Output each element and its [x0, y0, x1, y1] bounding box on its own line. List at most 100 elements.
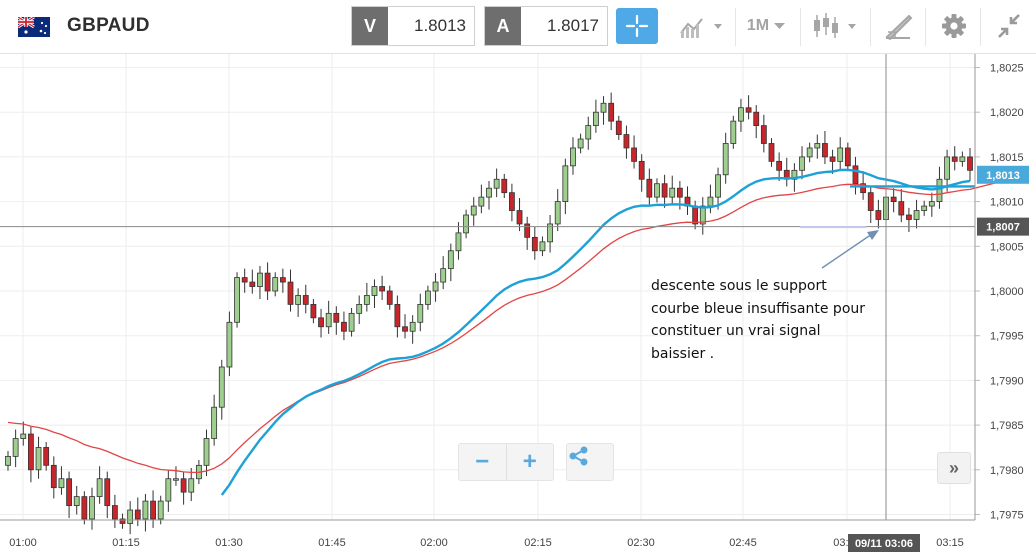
x-tick-label: 02:15 — [524, 537, 552, 549]
bull-candle — [417, 304, 424, 323]
bear-candle — [898, 201, 905, 216]
bear-candle — [81, 496, 88, 520]
collapse-icon — [998, 14, 1020, 38]
bear-candle — [890, 196, 897, 203]
bull-candle — [799, 156, 805, 171]
bear-candle — [615, 120, 622, 135]
bear-candle — [844, 147, 851, 167]
bear-candle — [333, 312, 340, 323]
bull-candle — [654, 183, 660, 198]
red-moving-average — [7, 175, 1025, 474]
bull-candle — [730, 120, 737, 144]
buy-tag[interactable]: A — [485, 7, 521, 45]
buy-quote[interactable]: A 1.8017 — [484, 6, 608, 46]
uk-australia-flag-icon — [18, 17, 50, 37]
bear-candle — [661, 183, 668, 198]
toolbar-separator — [925, 8, 926, 46]
bear-candle — [768, 143, 775, 162]
bear-candle — [386, 290, 393, 305]
bear-candle — [829, 156, 836, 162]
bear-candle — [776, 160, 783, 171]
crosshair-button[interactable] — [616, 8, 658, 44]
bull-candle — [363, 295, 370, 305]
bull-candle — [142, 500, 149, 520]
collapse-button[interactable] — [988, 8, 1030, 44]
bull-candle — [493, 178, 500, 189]
bear-candle — [66, 478, 72, 506]
zoom-in-button[interactable]: + — [522, 448, 537, 475]
bull-candle — [425, 290, 431, 305]
bull-candle — [570, 147, 576, 167]
crosshair-time-badge — [848, 534, 920, 552]
bull-candle — [20, 433, 27, 439]
bull-candle — [944, 156, 950, 180]
timeframe-dropdown[interactable]: 1M — [742, 8, 792, 44]
bull-candle — [432, 281, 439, 292]
x-tick-label: 01:00 — [9, 537, 37, 549]
bull-candle — [356, 304, 363, 314]
bull-candle — [211, 406, 218, 439]
sell-quote[interactable]: V 1.8013 — [351, 6, 475, 46]
bear-candle — [638, 160, 645, 180]
bull-candle — [455, 232, 462, 252]
bull-candle — [600, 102, 607, 113]
price-chart[interactable]: 1,8025 1,8020 1,8015 1,8010 1,8005 1,8000 1,79… — [0, 54, 1036, 557]
y-tick-label: 1,8005 — [990, 241, 1024, 253]
bull-candle — [165, 478, 172, 502]
bear-candle — [760, 125, 767, 144]
candlestick-type-icon — [814, 13, 856, 38]
bear-candle — [50, 464, 57, 489]
bull-candle — [959, 156, 966, 162]
bull-candle — [440, 268, 447, 283]
x-tick-label: 01:15 — [112, 537, 140, 549]
bull-candle — [5, 455, 11, 466]
bear-candle — [119, 518, 126, 524]
y-tick-label: 1,8010 — [990, 197, 1024, 209]
scroll-forward-button[interactable]: » — [937, 452, 971, 484]
bear-candle — [501, 178, 508, 194]
x-tick-label: 01:30 — [215, 537, 243, 549]
gear-icon — [942, 14, 966, 38]
bull-candle — [463, 214, 469, 234]
bull-candle — [470, 205, 477, 216]
sell-tag[interactable]: V — [352, 7, 388, 45]
chart-toolbar: GBPAUD V 1.8013 A 1.8017 1M — [0, 0, 1036, 54]
candlestick-chart[interactable]: 1,8025 1,8020 1,8015 1,8010 1,8005 1,8000 1,79… — [0, 54, 1036, 557]
zoom-out-button[interactable]: − — [475, 448, 490, 475]
bull-candle — [699, 205, 706, 225]
bear-candle — [279, 277, 286, 283]
bear-candle — [43, 447, 50, 466]
share-button[interactable] — [566, 443, 614, 481]
bull-candle — [325, 312, 332, 328]
toolbar-separator — [800, 8, 801, 46]
bear-candle — [967, 156, 973, 171]
bear-candle — [310, 304, 317, 319]
sell-price[interactable]: 1.8013 — [414, 16, 466, 35]
moving-averages — [0, 54, 1025, 520]
chart-annotation: descente sous le support courbe bleue in… — [651, 275, 901, 365]
bull-candle — [478, 196, 485, 207]
instrument-symbol[interactable]: GBPAUD — [67, 15, 150, 36]
y-tick-label: 1,7975 — [990, 510, 1024, 522]
y-tick-label: 1,7990 — [990, 375, 1024, 387]
share-icon — [569, 446, 588, 466]
crosshair-time-label: 09/11 03:06 — [855, 538, 913, 550]
bull-candle — [806, 147, 813, 158]
x-tick-label: 02:45 — [729, 537, 757, 549]
bull-candle — [203, 438, 210, 466]
candlestick-type-button[interactable] — [808, 8, 864, 44]
drawing-tools-button[interactable] — [878, 8, 918, 44]
bear-candle — [860, 183, 867, 194]
bear-candle — [646, 178, 653, 198]
settings-button[interactable] — [934, 8, 974, 44]
bull-candle — [921, 205, 928, 211]
bull-candle — [257, 272, 263, 287]
bull-candle — [96, 478, 103, 498]
crosshair-price-badge — [977, 217, 1029, 236]
buy-price[interactable]: 1.8017 — [547, 16, 599, 35]
bull-candle — [272, 277, 279, 292]
bull-candle — [371, 286, 378, 296]
grid — [0, 54, 975, 520]
chart-type-line-button[interactable] — [676, 8, 730, 44]
bull-candle — [913, 210, 920, 220]
